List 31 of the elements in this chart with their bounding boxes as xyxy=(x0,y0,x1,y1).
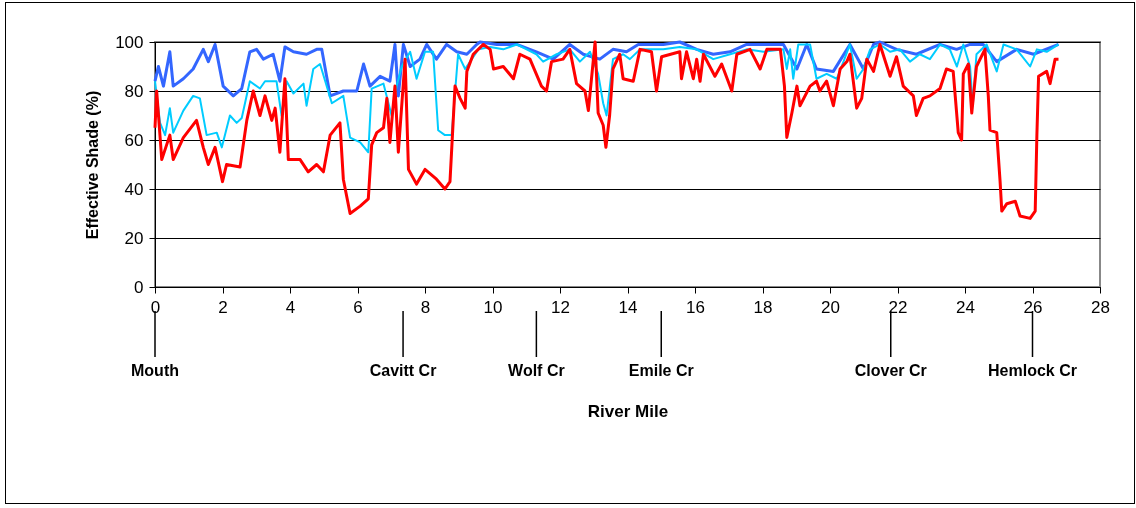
x-tick-label: 8 xyxy=(420,297,431,317)
x-tick-label: 18 xyxy=(753,297,773,317)
x-tick-label: 10 xyxy=(483,297,503,317)
y-axis-title: Effective Shade (%) xyxy=(84,90,102,240)
x-tick-label: 20 xyxy=(821,297,840,317)
ref-line-label: Wolf Cr xyxy=(508,362,565,379)
x-tick-label: 0 xyxy=(150,297,161,317)
ref-line-label: Emile Cr xyxy=(628,362,694,379)
x-tick-label: 6 xyxy=(353,297,363,317)
line-series xyxy=(154,43,1060,154)
ref-line-label: Cavitt Cr xyxy=(369,362,437,379)
y-tick-label: 80 xyxy=(124,81,144,101)
ref-line-label: Hemlock Cr xyxy=(988,362,1077,379)
x-tick-label: 2 xyxy=(218,297,228,317)
x-tick-label: 28 xyxy=(1091,297,1110,317)
y-tick-label: 40 xyxy=(124,179,144,199)
ref-line-label: Mouth xyxy=(131,362,179,379)
x-tick-label: 12 xyxy=(551,297,570,317)
y-tick-label: 0 xyxy=(134,277,144,297)
y-tick-label: 20 xyxy=(124,228,144,248)
y-tick-label: 100 xyxy=(115,32,144,52)
x-tick-label: 24 xyxy=(956,297,975,317)
x-tick-label: 14 xyxy=(618,297,638,317)
x-tick-label: 22 xyxy=(888,297,908,317)
x-tick-label: 26 xyxy=(1023,297,1043,317)
ref-line-label: Clover Cr xyxy=(854,362,927,379)
y-tick-label: 60 xyxy=(124,130,144,150)
x-tick-label: 4 xyxy=(285,297,296,317)
x-tick-label: 16 xyxy=(686,297,705,317)
x-axis-title: River Mile xyxy=(587,401,669,421)
line-series xyxy=(153,40,1060,220)
